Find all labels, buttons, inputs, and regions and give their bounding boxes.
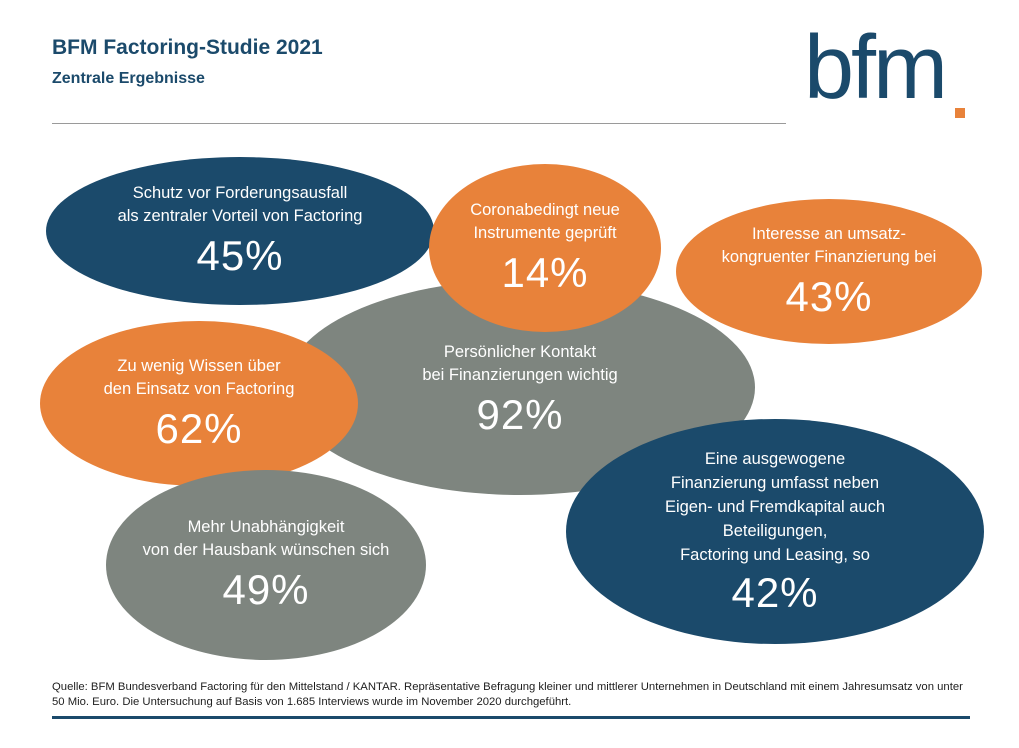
bubble-text: Schutz vor Forderungsausfall als zentral… [117, 184, 363, 225]
footer-divider [52, 716, 970, 719]
bubble-unabhaengigkeit-hausbank: Mehr Unabhängigkeit von der Hausbank wün… [106, 470, 426, 660]
bfm-logo: bfm [804, 18, 974, 128]
page-subtitle: Zentrale Ergebnisse [52, 70, 205, 87]
bubble-value: 14% [501, 249, 589, 296]
bubble-value: 42% [731, 568, 819, 616]
bubble-text: Interesse an umsatz- kongruenter Finanzi… [721, 224, 937, 266]
header-divider [52, 123, 786, 124]
source-note: Quelle: BFM Bundesverband Factoring für … [52, 681, 963, 708]
bubble-text: Eine ausgewogene Finanzierung umfasst ne… [664, 449, 886, 564]
bubble-value: 92% [476, 390, 564, 438]
bubble-wenig-wissen: Zu wenig Wissen über den Einsatz von Fac… [40, 321, 358, 486]
bubble-text: Persönlicher Kontakt bei Finanzierungen … [422, 342, 618, 384]
logo-dot [955, 108, 965, 118]
bubble-text: Coronabedingt neue Instrumente geprüft [470, 201, 620, 242]
bubble-value: 49% [222, 566, 310, 613]
bubble-text: Mehr Unabhängigkeit von der Hausbank wün… [142, 518, 390, 559]
bubble-value: 45% [196, 232, 284, 279]
bubble-value: 43% [785, 272, 873, 320]
bubble-coronabedingt: Coronabedingt neue Instrumente geprüft 1… [429, 164, 661, 332]
bubble-value: 62% [155, 404, 243, 452]
bubble-umsatzkongruente-finanzierung: Interesse an umsatz- kongruenter Finanzi… [676, 199, 982, 344]
bubble-text: Zu wenig Wissen über den Einsatz von Fac… [103, 356, 295, 398]
bubble-ausgewogene-finanzierung: Eine ausgewogene Finanzierung umfasst ne… [566, 419, 984, 644]
logo-wordmark: bfm [804, 18, 948, 118]
bubble-schutz-forderungsausfall: Schutz vor Forderungsausfall als zentral… [46, 157, 434, 305]
page-title: BFM Factoring-Studie 2021 [52, 36, 323, 59]
